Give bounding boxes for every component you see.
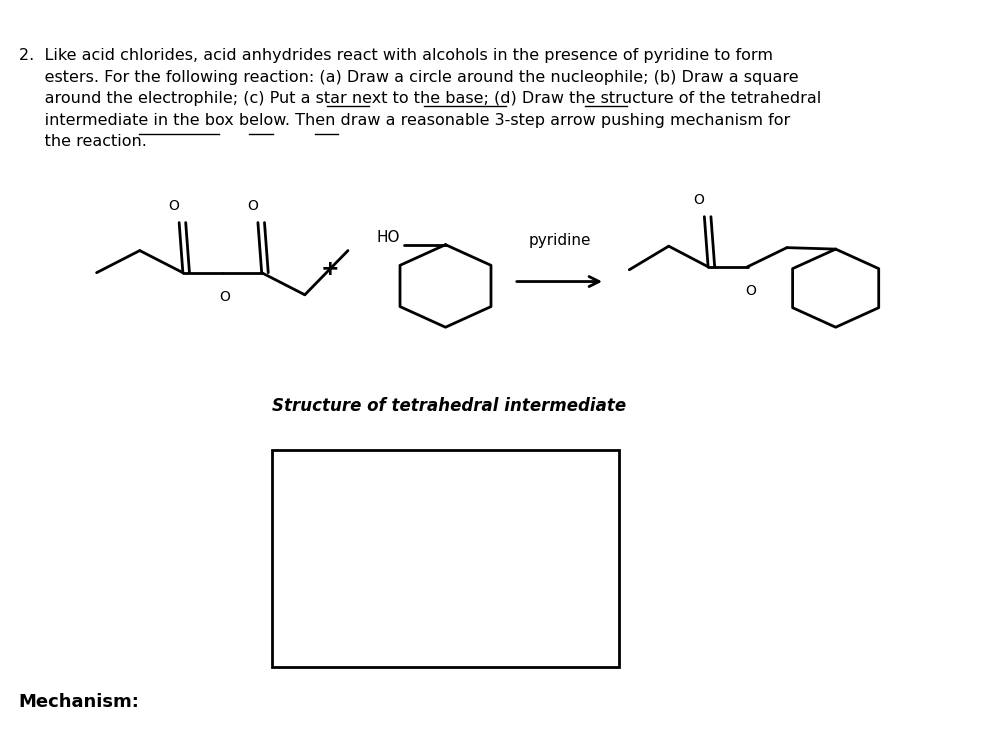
Text: 2.  Like acid chlorides, acid anhydrides react with alcohols in the presence of : 2. Like acid chlorides, acid anhydrides … <box>19 48 821 150</box>
Text: +: + <box>320 259 339 279</box>
Text: O: O <box>168 199 179 213</box>
Text: O: O <box>220 290 230 304</box>
Text: O: O <box>247 199 258 213</box>
Text: Structure of tetrahedral intermediate: Structure of tetrahedral intermediate <box>272 397 626 414</box>
Text: Mechanism:: Mechanism: <box>19 693 139 710</box>
Text: pyridine: pyridine <box>528 234 590 248</box>
Text: O: O <box>745 284 756 298</box>
Text: HO: HO <box>376 230 400 245</box>
Text: O: O <box>693 193 704 207</box>
Bar <box>272 450 619 667</box>
